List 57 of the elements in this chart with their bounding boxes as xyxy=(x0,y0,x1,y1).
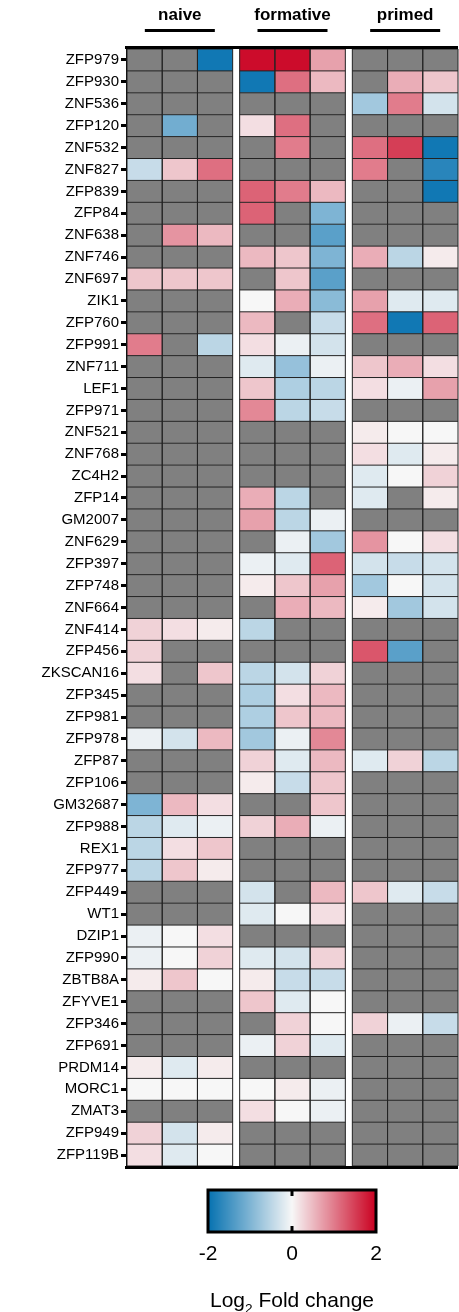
y-tick-label: ZFP106 xyxy=(65,772,119,790)
y-tick-label: ZBTB8A xyxy=(62,969,119,987)
y-tick-label: ZFP991 xyxy=(65,334,119,352)
y-tick-label: ZFP449 xyxy=(65,882,119,900)
y-tick-label: ZFYVE1 xyxy=(62,991,119,1009)
y-tick-label: ZFP84 xyxy=(73,203,119,221)
y-tick-label: GM32687 xyxy=(53,794,119,812)
text: formative xyxy=(254,5,331,24)
y-tick-label: ZFP930 xyxy=(65,71,119,89)
y-tick-label: WT1 xyxy=(87,904,119,922)
y-tick-label: ZIK1 xyxy=(87,291,119,309)
y-tick-label: ZNF414 xyxy=(64,619,119,637)
y-tick-label: ZNF521 xyxy=(64,422,119,440)
y-tick-label: ZFP119B xyxy=(56,1145,119,1163)
y-tick-label: ZNF697 xyxy=(64,269,119,287)
y-tick-label: ZFP977 xyxy=(65,860,119,878)
y-tick-label: GM2007 xyxy=(61,510,119,528)
y-tick-label: ZFP988 xyxy=(65,816,119,834)
y-tick-label: ZFP978 xyxy=(65,729,119,747)
y-tick-label: ZNF746 xyxy=(64,247,119,265)
y-tick-label: ZNF536 xyxy=(64,93,119,111)
y-tick-label: MORC1 xyxy=(64,1079,119,1097)
y-tick-label: ZMAT3 xyxy=(70,1101,119,1119)
text: primed xyxy=(376,5,434,24)
y-tick-label: ZFP691 xyxy=(65,1035,119,1053)
y-tick-label: ZFP839 xyxy=(65,181,119,199)
y-tick-label: ZNF711 xyxy=(65,356,119,374)
y-tick-label: DZIP1 xyxy=(76,926,119,944)
y-tick-label: ZNF768 xyxy=(64,444,119,462)
y-tick-label: ZFP990 xyxy=(65,948,119,966)
y-tick-label: ZFP949 xyxy=(65,1123,119,1141)
y-tick-label: ZFP760 xyxy=(65,312,119,330)
y-tick-label: ZFP397 xyxy=(65,553,119,571)
y-tick-label: ZFP456 xyxy=(65,641,119,659)
y-tick-label: ZFP748 xyxy=(65,575,119,593)
y-tick-label: ZKSCAN16 xyxy=(41,663,119,681)
y-tick-label: ZFP981 xyxy=(65,707,119,725)
y-tick-label: ZFP345 xyxy=(65,685,119,703)
y-tick-label: ZNF532 xyxy=(64,137,119,155)
color-bar-label: -2 xyxy=(198,1241,218,1265)
text: naive xyxy=(158,5,202,24)
y-tick-label: ZFP346 xyxy=(65,1013,119,1031)
y-tick-label: ZFP979 xyxy=(65,50,119,68)
color-bar-label: 0 xyxy=(286,1241,298,1265)
y-tick-label: ZFP120 xyxy=(65,115,119,133)
y-tick-label: ZNF827 xyxy=(64,159,119,177)
y-tick-label: ZFP971 xyxy=(65,400,119,418)
color-bar-label: 2 xyxy=(370,1241,382,1265)
y-tick-label: ZC4H2 xyxy=(71,466,119,484)
y-tick-label: ZNF629 xyxy=(64,531,119,549)
y-tick-label: ZFP14 xyxy=(73,488,119,506)
y-tick-label: LEF1 xyxy=(83,378,119,396)
y-tick-label: ZFP87 xyxy=(73,750,119,768)
y-tick-label: REX1 xyxy=(79,838,119,856)
y-tick-label: ZNF664 xyxy=(64,597,119,615)
y-tick-label: PRDM14 xyxy=(58,1057,119,1075)
y-tick-label: ZNF638 xyxy=(64,225,119,243)
